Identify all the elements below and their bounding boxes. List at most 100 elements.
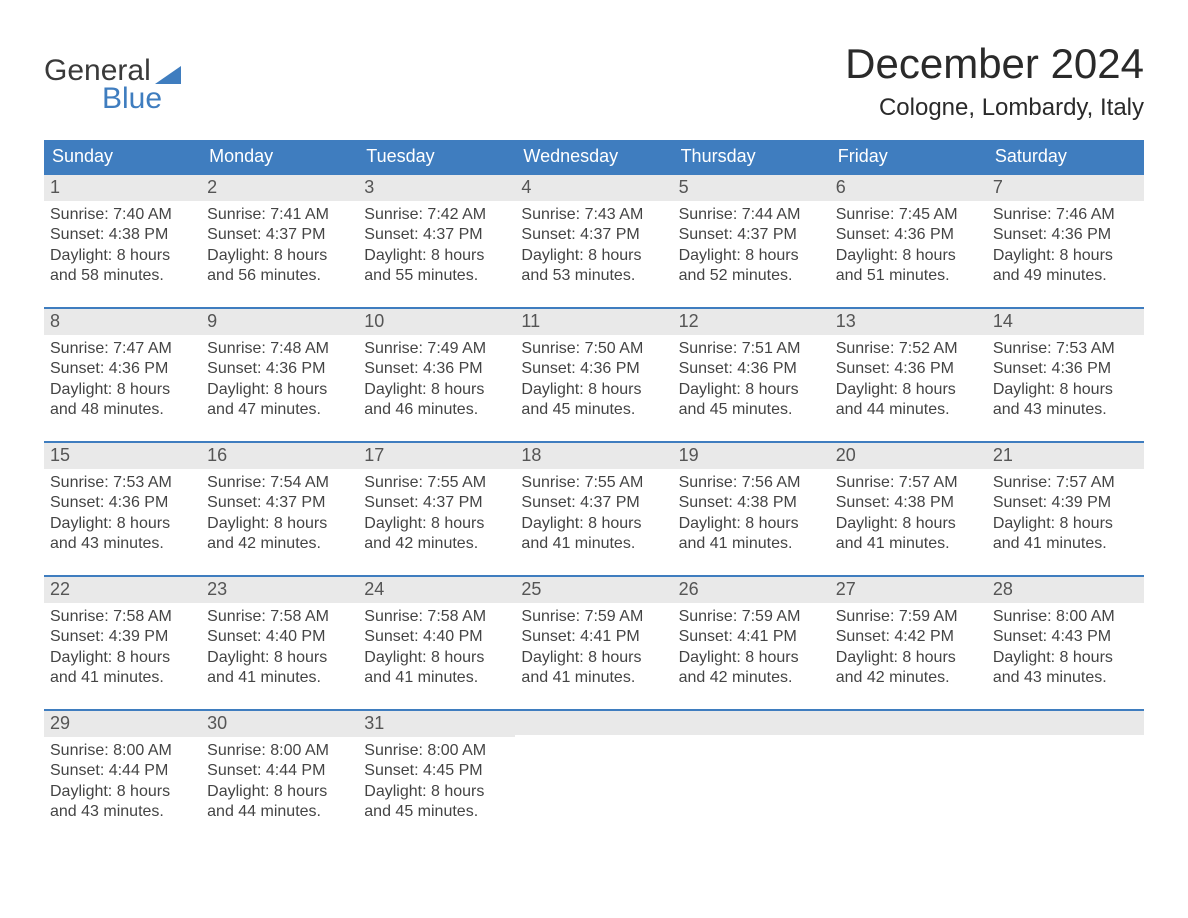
day-details: Sunrise: 7:47 AMSunset: 4:36 PMDaylight:… <box>44 335 201 425</box>
daylight-line-2: and 41 minutes. <box>679 534 824 554</box>
daylight-line-2: and 49 minutes. <box>993 266 1138 286</box>
daylight-line-2: and 41 minutes. <box>50 668 195 688</box>
day-number: 11 <box>515 309 672 335</box>
daylight-line-2: and 45 minutes. <box>679 400 824 420</box>
sunset-line: Sunset: 4:36 PM <box>836 225 981 245</box>
daylight-line-1: Daylight: 8 hours <box>207 782 352 802</box>
daylight-line-1: Daylight: 8 hours <box>836 514 981 534</box>
daylight-line-1: Daylight: 8 hours <box>521 246 666 266</box>
sunrise-line: Sunrise: 7:55 AM <box>521 473 666 493</box>
sunrise-line: Sunrise: 8:00 AM <box>993 607 1138 627</box>
daylight-line-1: Daylight: 8 hours <box>364 514 509 534</box>
daylight-line-1: Daylight: 8 hours <box>364 246 509 266</box>
sunset-line: Sunset: 4:37 PM <box>207 225 352 245</box>
calendar-week: 15Sunrise: 7:53 AMSunset: 4:36 PMDayligh… <box>44 441 1144 575</box>
daylight-line-1: Daylight: 8 hours <box>50 514 195 534</box>
sunset-line: Sunset: 4:38 PM <box>679 493 824 513</box>
sunrise-line: Sunrise: 7:41 AM <box>207 205 352 225</box>
calendar-day: 21Sunrise: 7:57 AMSunset: 4:39 PMDayligh… <box>987 443 1144 575</box>
brand-logo: General Blue <box>44 56 181 114</box>
day-number: 7 <box>987 175 1144 201</box>
day-details: Sunrise: 7:59 AMSunset: 4:41 PMDaylight:… <box>673 603 830 693</box>
daylight-line-1: Daylight: 8 hours <box>207 648 352 668</box>
day-of-week-header: Wednesday <box>515 140 672 173</box>
daylight-line-1: Daylight: 8 hours <box>679 514 824 534</box>
day-number: 6 <box>830 175 987 201</box>
sunrise-line: Sunrise: 7:58 AM <box>207 607 352 627</box>
daylight-line-1: Daylight: 8 hours <box>521 648 666 668</box>
calendar-body: 1Sunrise: 7:40 AMSunset: 4:38 PMDaylight… <box>44 173 1144 843</box>
daylight-line-1: Daylight: 8 hours <box>679 246 824 266</box>
daylight-line-1: Daylight: 8 hours <box>993 514 1138 534</box>
day-number: 12 <box>673 309 830 335</box>
sunset-line: Sunset: 4:36 PM <box>521 359 666 379</box>
daylight-line-1: Daylight: 8 hours <box>836 648 981 668</box>
sunset-line: Sunset: 4:41 PM <box>679 627 824 647</box>
day-number: 24 <box>358 577 515 603</box>
day-number: 13 <box>830 309 987 335</box>
sunset-line: Sunset: 4:37 PM <box>207 493 352 513</box>
daylight-line-2: and 41 minutes. <box>521 534 666 554</box>
calendar-day: 11Sunrise: 7:50 AMSunset: 4:36 PMDayligh… <box>515 309 672 441</box>
day-number: 27 <box>830 577 987 603</box>
sunrise-line: Sunrise: 7:46 AM <box>993 205 1138 225</box>
day-details: Sunrise: 7:57 AMSunset: 4:39 PMDaylight:… <box>987 469 1144 559</box>
calendar-week: 8Sunrise: 7:47 AMSunset: 4:36 PMDaylight… <box>44 307 1144 441</box>
day-number: 3 <box>358 175 515 201</box>
day-details: Sunrise: 7:44 AMSunset: 4:37 PMDaylight:… <box>673 201 830 291</box>
daylight-line-2: and 41 minutes. <box>836 534 981 554</box>
sunrise-line: Sunrise: 7:58 AM <box>364 607 509 627</box>
day-details: Sunrise: 7:53 AMSunset: 4:36 PMDaylight:… <box>44 469 201 559</box>
sunrise-line: Sunrise: 7:47 AM <box>50 339 195 359</box>
day-number: 5 <box>673 175 830 201</box>
sunset-line: Sunset: 4:44 PM <box>207 761 352 781</box>
daylight-line-2: and 55 minutes. <box>364 266 509 286</box>
calendar-day: 25Sunrise: 7:59 AMSunset: 4:41 PMDayligh… <box>515 577 672 709</box>
calendar-day: 9Sunrise: 7:48 AMSunset: 4:36 PMDaylight… <box>201 309 358 441</box>
day-number: 21 <box>987 443 1144 469</box>
page-title: December 2024 <box>845 40 1144 88</box>
sunset-line: Sunset: 4:36 PM <box>993 359 1138 379</box>
sunrise-line: Sunrise: 7:57 AM <box>836 473 981 493</box>
sunset-line: Sunset: 4:36 PM <box>364 359 509 379</box>
calendar-day: 30Sunrise: 8:00 AMSunset: 4:44 PMDayligh… <box>201 711 358 843</box>
day-details: Sunrise: 7:58 AMSunset: 4:39 PMDaylight:… <box>44 603 201 693</box>
calendar: SundayMondayTuesdayWednesdayThursdayFrid… <box>44 140 1144 843</box>
day-number: 2 <box>201 175 358 201</box>
sunset-line: Sunset: 4:39 PM <box>50 627 195 647</box>
day-details: Sunrise: 7:41 AMSunset: 4:37 PMDaylight:… <box>201 201 358 291</box>
sunset-line: Sunset: 4:36 PM <box>207 359 352 379</box>
sunset-line: Sunset: 4:37 PM <box>364 225 509 245</box>
day-details: Sunrise: 7:53 AMSunset: 4:36 PMDaylight:… <box>987 335 1144 425</box>
sunset-line: Sunset: 4:36 PM <box>993 225 1138 245</box>
day-of-week-header: Monday <box>201 140 358 173</box>
sunrise-line: Sunrise: 7:53 AM <box>50 473 195 493</box>
sunset-line: Sunset: 4:38 PM <box>836 493 981 513</box>
calendar-day: 24Sunrise: 7:58 AMSunset: 4:40 PMDayligh… <box>358 577 515 709</box>
calendar-day <box>987 711 1144 843</box>
page-subtitle: Cologne, Lombardy, Italy <box>845 94 1144 122</box>
calendar-day: 12Sunrise: 7:51 AMSunset: 4:36 PMDayligh… <box>673 309 830 441</box>
calendar-day: 23Sunrise: 7:58 AMSunset: 4:40 PMDayligh… <box>201 577 358 709</box>
sunset-line: Sunset: 4:45 PM <box>364 761 509 781</box>
calendar-day: 22Sunrise: 7:58 AMSunset: 4:39 PMDayligh… <box>44 577 201 709</box>
calendar-day: 6Sunrise: 7:45 AMSunset: 4:36 PMDaylight… <box>830 175 987 307</box>
calendar-day: 13Sunrise: 7:52 AMSunset: 4:36 PMDayligh… <box>830 309 987 441</box>
sunset-line: Sunset: 4:42 PM <box>836 627 981 647</box>
daylight-line-2: and 43 minutes. <box>50 534 195 554</box>
day-details: Sunrise: 7:58 AMSunset: 4:40 PMDaylight:… <box>358 603 515 693</box>
sunrise-line: Sunrise: 7:48 AM <box>207 339 352 359</box>
daylight-line-1: Daylight: 8 hours <box>836 246 981 266</box>
daylight-line-1: Daylight: 8 hours <box>679 380 824 400</box>
calendar-day: 8Sunrise: 7:47 AMSunset: 4:36 PMDaylight… <box>44 309 201 441</box>
daylight-line-2: and 42 minutes. <box>207 534 352 554</box>
sunrise-line: Sunrise: 7:59 AM <box>679 607 824 627</box>
day-number: 15 <box>44 443 201 469</box>
calendar-day: 1Sunrise: 7:40 AMSunset: 4:38 PMDaylight… <box>44 175 201 307</box>
daylight-line-2: and 58 minutes. <box>50 266 195 286</box>
day-details: Sunrise: 7:52 AMSunset: 4:36 PMDaylight:… <box>830 335 987 425</box>
daylight-line-2: and 45 minutes. <box>521 400 666 420</box>
day-number <box>673 711 830 735</box>
day-details: Sunrise: 7:57 AMSunset: 4:38 PMDaylight:… <box>830 469 987 559</box>
day-details: Sunrise: 7:55 AMSunset: 4:37 PMDaylight:… <box>358 469 515 559</box>
